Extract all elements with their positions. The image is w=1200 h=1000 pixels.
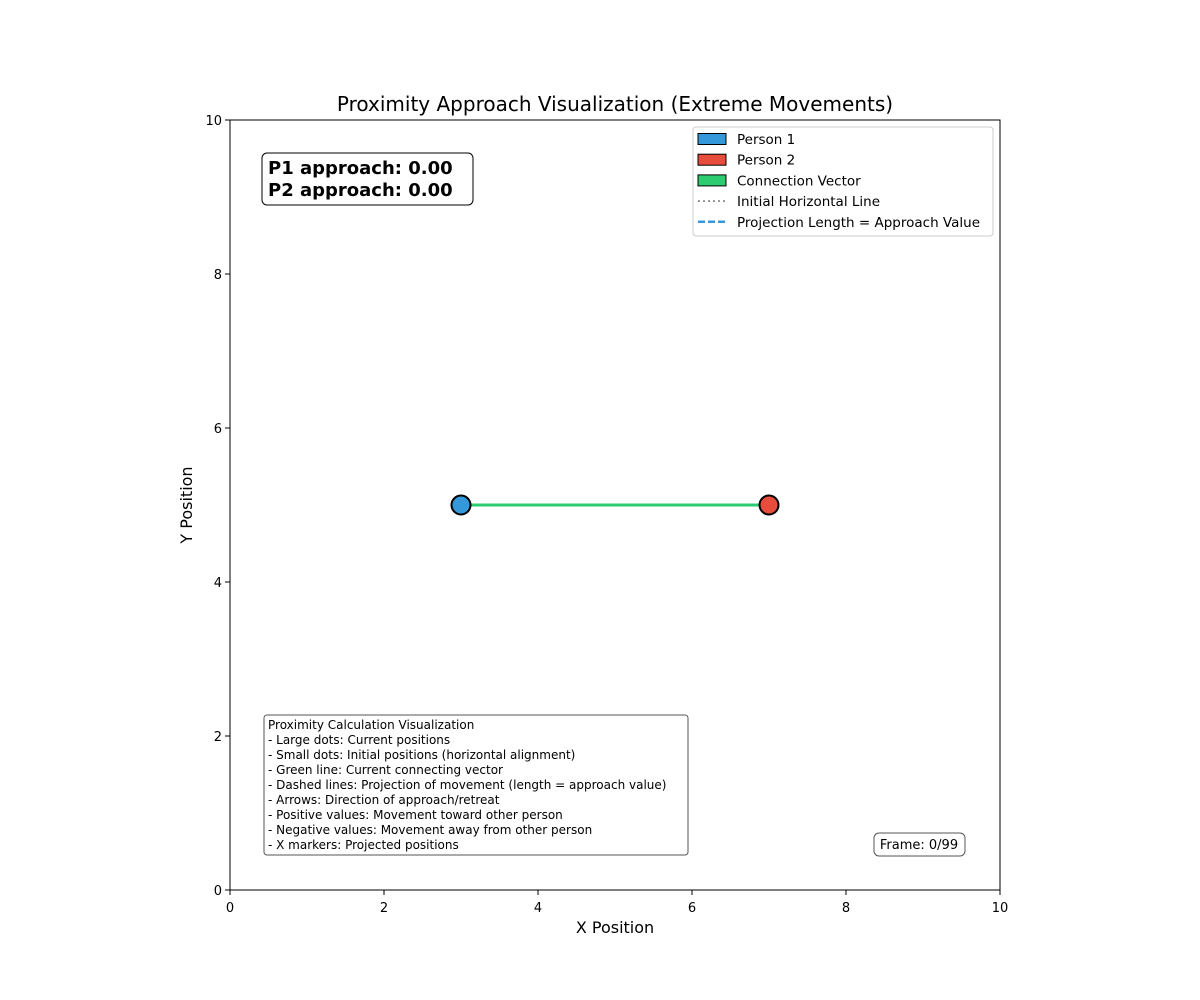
info-box: Proximity Calculation Visualization- Lar… — [263, 714, 689, 856]
info-line: Proximity Calculation Visualization — [268, 718, 474, 732]
person-1-point — [450, 494, 472, 516]
legend-swatch — [697, 174, 727, 187]
legend-label: Person 2 — [737, 153, 795, 169]
data-marks — [450, 494, 780, 516]
p2-approach-text: P2 approach: 0.00 — [268, 180, 453, 201]
chart-title: Proximity Approach Visualization (Extrem… — [337, 92, 893, 116]
x-tick-label: 8 — [842, 901, 850, 916]
x-tick-label: 2 — [380, 901, 388, 916]
info-line: - Large dots: Current positions — [268, 733, 450, 747]
legend-label: Person 1 — [737, 132, 795, 148]
legend-swatch — [697, 153, 727, 166]
legend-label: Initial Horizontal Line — [737, 194, 880, 210]
x-axis: 0 2 4 6 8 10 — [226, 890, 1008, 916]
x-tick-label: 10 — [992, 901, 1009, 916]
y-tick-label: 8 — [214, 268, 222, 283]
x-tick-label: 0 — [226, 901, 234, 916]
y-tick-label: 2 — [214, 730, 222, 745]
x-axis-label: X Position — [576, 918, 654, 937]
legend-swatch — [697, 133, 727, 145]
y-tick-label: 10 — [205, 114, 222, 129]
info-line: - Positive values: Movement toward other… — [268, 808, 563, 822]
info-line: - Arrows: Direction of approach/retreat — [268, 793, 500, 807]
y-tick-label: 0 — [214, 884, 222, 899]
y-axis: 0 2 4 6 8 10 — [205, 114, 230, 899]
y-axis-label: Y Position — [177, 466, 196, 544]
frame-counter: Frame: 0/99 — [880, 838, 958, 853]
info-line: - Green line: Current connecting vector — [268, 763, 503, 777]
info-line: - Small dots: Initial positions (horizon… — [268, 748, 575, 762]
legend-label: Connection Vector — [737, 173, 861, 189]
frame-box: Frame: 0/99 — [873, 832, 966, 857]
p1-approach-text: P1 approach: 0.00 — [268, 158, 453, 179]
info-line: - Dashed lines: Projection of movement (… — [268, 778, 666, 792]
x-tick-label: 4 — [534, 901, 542, 916]
y-tick-label: 6 — [214, 422, 222, 437]
legend-label: Projection Length = Approach Value — [737, 215, 980, 231]
info-line: - X markers: Projected positions — [268, 838, 459, 852]
x-tick-label: 6 — [688, 901, 696, 916]
info-line: - Negative values: Movement away from ot… — [268, 823, 592, 837]
approach-box: P1 approach: 0.00 P2 approach: 0.00 — [261, 152, 474, 206]
y-tick-label: 4 — [214, 576, 222, 591]
person-2-point — [758, 494, 780, 516]
legend: Person 1 Person 2 Connection Vector Initial… — [692, 126, 994, 237]
